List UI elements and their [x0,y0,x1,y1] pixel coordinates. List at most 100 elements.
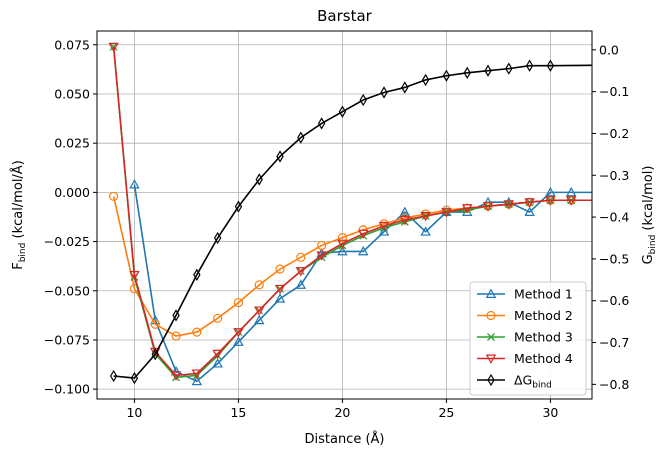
y-left-tick-label: −0.075 [44,332,90,347]
y-right-tick-label: 0.0 [599,42,619,57]
chart-title: Barstar [317,7,373,25]
series-4-point [108,42,119,53]
series-1-point [274,293,286,303]
y-right-tick-label: −0.7 [599,335,629,350]
legend-label-2: Method 2 [514,308,573,323]
series-5-point [151,348,159,361]
series-2-point [233,297,244,308]
y-axis-right: 0.0 −0.1 −0.2 −0.3 −0.4 −0.5 −0.6 −0.7 −0.8 [592,42,629,392]
series-4-point [170,371,182,381]
series-4-point [503,200,515,210]
y-right-tick-label: −0.5 [599,251,629,266]
series-4-point [191,369,203,379]
series-1-point [233,336,244,346]
y-axis-left: 0.075 0.050 0.025 0.000 −0.025 −0.050 −0.075 −0… [44,37,97,397]
y-left-tick-label: −0.025 [44,234,90,249]
series-4-point [295,267,307,277]
series-1-point [337,245,348,256]
series-4-point [461,204,473,214]
series-5-point [442,69,451,82]
series-1-point [399,206,411,217]
series-4-point [357,229,369,240]
series-5-point [380,86,388,99]
x-tick-label: 20 [334,405,350,420]
legend-label-5: ΔGbind [514,373,552,391]
x-tick-label: 30 [542,405,558,420]
series-line-5 [113,64,593,379]
series-5-point [109,369,118,383]
legend-marker-4 [485,354,497,364]
series-5-point [463,66,471,79]
legend-label-3: Method 3 [514,330,573,345]
series-4-point [254,306,265,316]
y-left-tick-label: 0.000 [54,185,90,200]
series-4-point [316,251,327,261]
series-1-point [378,226,390,236]
x-tick-label: 25 [438,405,454,420]
series-4-point [274,284,286,295]
series-5-point [213,231,222,245]
legend-marker-3 [487,333,495,341]
series-2-point [337,233,348,243]
series-2-point [171,331,181,341]
series-1-point [254,314,265,325]
series-5-point [338,105,347,118]
series-4-point [233,328,244,338]
y-right-tick-label: −0.2 [599,126,629,141]
series-1-point [357,245,369,256]
series-4-point [441,208,452,218]
y-right-tick-label: −0.4 [599,210,629,225]
series-5-point [172,309,180,322]
series-4-point [337,239,348,249]
series-5-point [234,200,243,213]
y-left-tick-label: −0.050 [44,283,90,298]
series-5-point [421,73,430,87]
x-tick-label: 10 [126,405,142,420]
series-4-point [212,349,223,360]
series-1-point [524,206,535,217]
series-4-point [420,212,431,222]
series-4-point [399,215,411,226]
series-5-point [505,62,513,75]
y-right-tick-label: −0.8 [599,377,629,392]
legend-label-1: Method 1 [514,287,573,302]
series-2-point [109,191,119,201]
series-2-point [213,313,223,323]
series-4-point [129,271,140,281]
series-5-point [484,64,492,77]
legend-label-4: Method 4 [514,351,573,366]
x-axis-label: Distance (Å) [304,431,384,447]
legend-marker-1 [485,288,497,298]
series-4-point [482,202,494,212]
series-2-point [150,319,160,329]
y-left-tick-label: 0.050 [54,86,90,101]
series-5-point [130,371,139,385]
plot-frame [96,30,593,400]
series-line-1 [133,184,592,383]
y-axis-right-label: Gbind (kcal/mol) [641,166,658,265]
series-5-point [255,173,263,186]
series-4-point [378,221,390,232]
series-4-point [524,198,535,208]
series-2-point [317,240,327,251]
x-axis: 10 15 20 25 30 [126,399,558,420]
series-5-point [193,268,201,281]
y-right-tick-label: −0.1 [599,84,629,99]
series-5-point [297,131,305,144]
series-5-point [317,117,326,130]
series-4-point [565,196,577,206]
series-5-point [546,59,555,72]
legend: Method 1 Method 2 Method 3 Method 4 ΔGbind [469,281,587,396]
series-5-point [525,59,534,72]
y-axis-left-label: Fbind (kcal/mol/Å) [10,160,28,270]
series-2-point [254,280,264,290]
y-right-tick-label: −0.6 [599,293,629,308]
series-2-point [296,252,306,262]
series-2-point [275,264,285,274]
series-1-point [420,226,431,236]
series-1-point [212,358,223,368]
series-5-point [276,150,284,163]
legend-box [469,281,587,396]
legend-marker-2 [486,310,496,321]
